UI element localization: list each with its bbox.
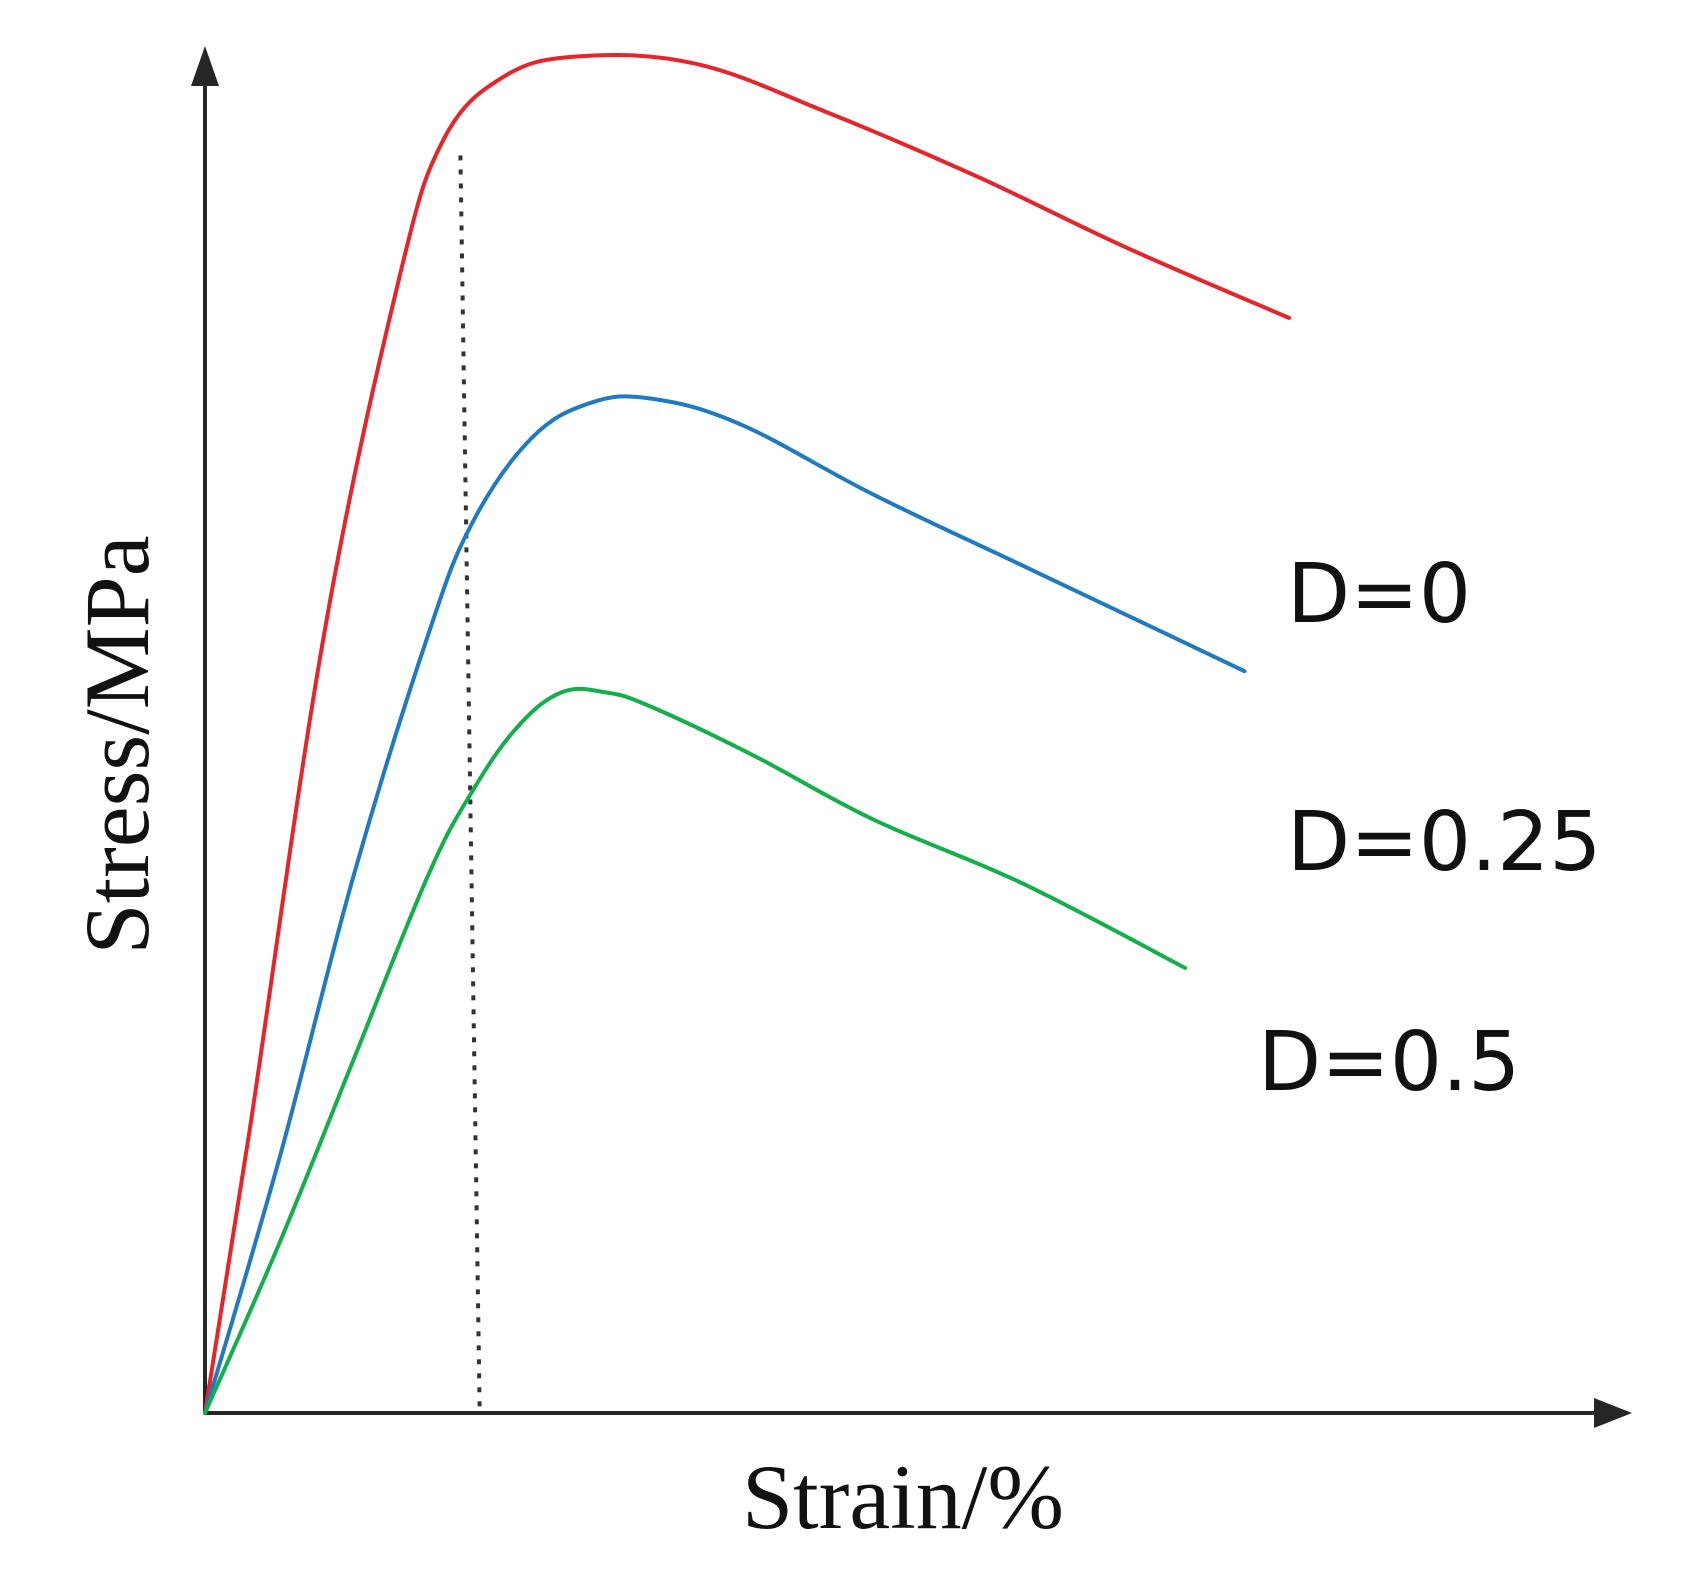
series-line-d-0-5 [203,686,1188,1415]
x-axis-title: Strain/% [742,1446,1064,1548]
series-line-d-0-25 [203,394,1247,1415]
y-axis-title: Stress/MPa [66,535,168,954]
series-labels: D=0 D=0.25 D=0.5 [1258,547,1601,1110]
series-label-d0: D=0 [1287,547,1471,642]
x-axis-arrow [1594,1398,1632,1428]
series-group [203,52,1291,1415]
series-line-d-0 [203,52,1291,1415]
y-axis-arrow [191,46,219,86]
series-label-d025: D=0.25 [1287,795,1601,890]
series-label-d05: D=0.5 [1258,1015,1520,1110]
